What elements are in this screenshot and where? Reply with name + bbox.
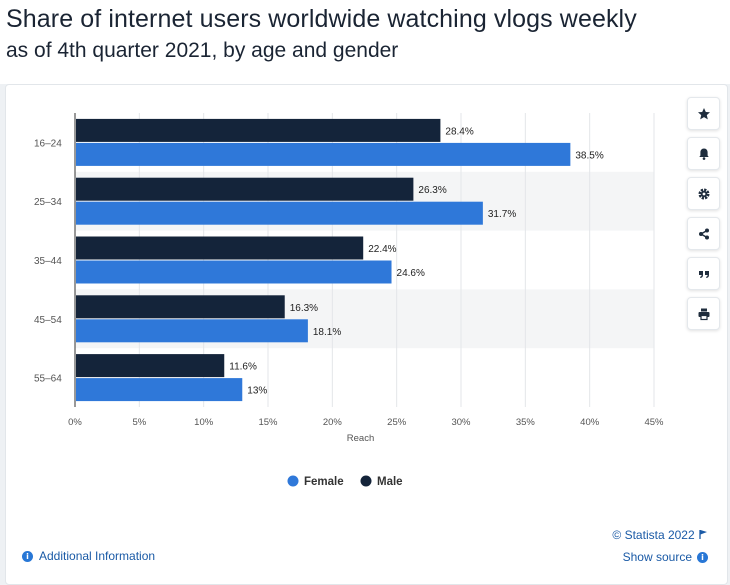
additional-info-text: Additional Information [39,549,156,563]
chart-stage: 0% 5% 10% 15% 20% 25% 30% 35% 40% 45% Reach 16–24 28… [0,84,730,585]
bar-female [76,142,571,166]
bar-male [76,236,364,260]
bar-male [76,118,441,142]
data-label: 24.6% [397,268,425,279]
show-source-text: Show source [622,550,692,564]
category-label: 16–24 [34,138,62,149]
quote-icon [698,270,709,278]
copyright-link[interactable]: © Statista 2022 [612,528,708,542]
settings-button[interactable] [687,177,720,210]
bar-female [76,378,243,402]
data-label: 28.4% [445,126,473,137]
category-label: 55–64 [34,374,62,385]
bar-male [76,354,225,378]
x-tick-label: 20% [323,417,343,428]
data-label: 38.5% [575,150,603,161]
x-axis-title: Reach [347,433,374,444]
bar-male [76,295,285,319]
star-icon [697,107,710,119]
bar-female [76,201,483,225]
chart-title: Share of internet users worldwide watchi… [6,5,637,33]
share-icon [698,228,709,239]
chart-subtitle: as of 4th quarter 2021, by age and gende… [6,39,399,62]
legend-marker [360,475,372,487]
legend-label: Female [304,476,344,488]
notification-button[interactable] [687,137,720,170]
x-tick-label: 45% [644,417,664,428]
data-label: 16.3% [290,303,318,314]
print-button[interactable] [687,297,720,330]
bell-icon [698,148,709,160]
bar-male [76,177,414,201]
data-label: 13% [247,386,267,397]
category-label: 45–54 [34,315,62,326]
bar-chart: 0% 5% 10% 15% 20% 25% 30% 35% 40% 45% Reach 16–24 28… [34,113,664,488]
x-tick-label: 35% [516,417,536,428]
share-button[interactable] [687,217,720,250]
data-label: 18.1% [313,327,341,338]
data-label: 31.7% [488,209,516,220]
chart-card: 0% 5% 10% 15% 20% 25% 30% 35% 40% 45% Reach 16–24 28… [5,84,728,585]
category-label: 25–34 [34,197,62,208]
x-tick-label: 40% [580,417,600,428]
legend-marker [287,475,299,487]
x-tick-label: 25% [387,417,407,428]
bar-female [76,319,308,343]
copyright-text: © Statista 2022 [612,528,695,542]
x-tick-label: 10% [194,417,214,428]
x-tick-label: 30% [451,417,471,428]
show-source-link[interactable]: Show source i [623,550,708,564]
info-icon: i [697,551,708,563]
data-label: 22.4% [368,244,396,255]
bar-female [76,260,392,284]
data-label: 26.3% [418,185,446,196]
flag-icon [699,530,707,539]
x-tick-label: 0% [68,417,82,428]
data-label: 11.6% [229,362,257,373]
favorite-button[interactable] [687,97,720,130]
gear-icon [698,188,709,199]
category-label: 35–44 [34,256,62,267]
additional-info-link[interactable]: i Additional Information [22,549,155,563]
x-tick-label: 15% [258,417,278,428]
info-icon: i [22,550,33,562]
x-tick-label: 5% [132,417,146,428]
legend-label: Male [377,476,403,488]
headline: Share of internet users worldwide watchi… [6,4,726,84]
print-icon [698,308,709,320]
cite-button[interactable] [687,257,720,290]
